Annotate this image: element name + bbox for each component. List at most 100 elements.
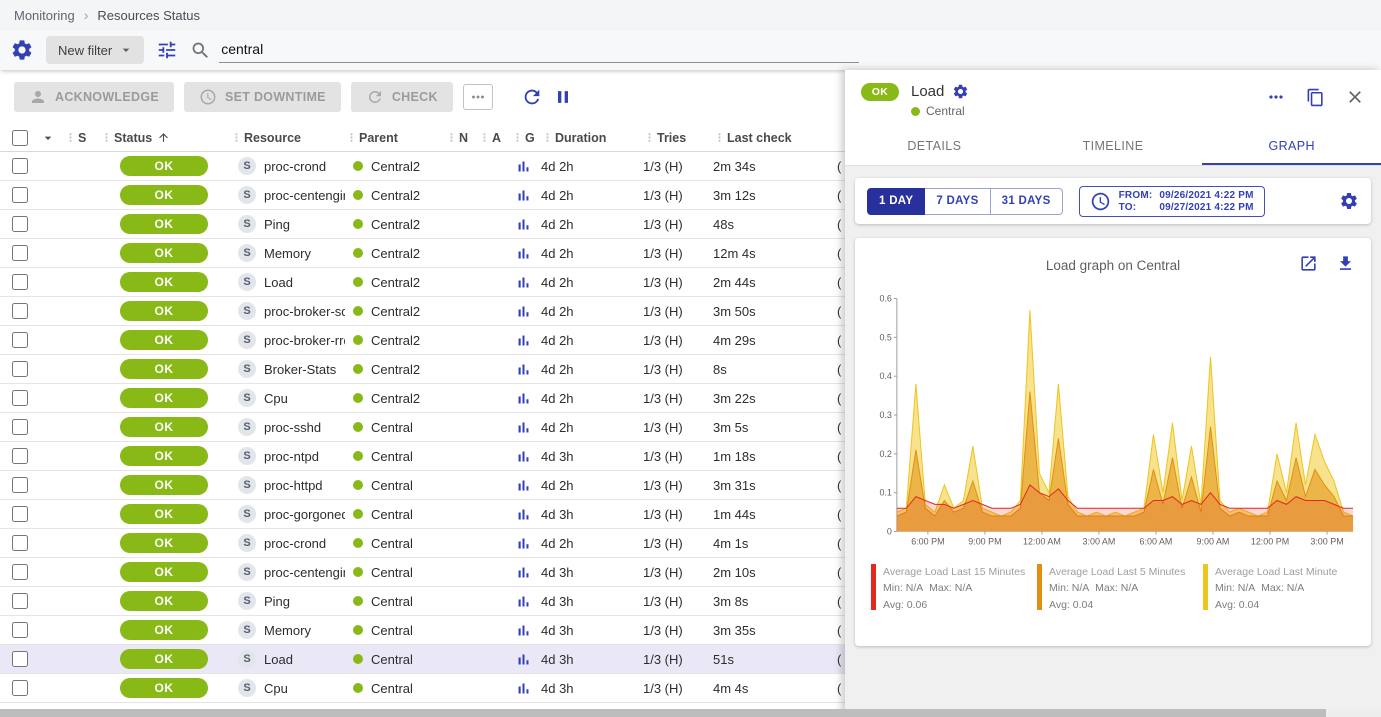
header-tries[interactable]: Tries: [643, 131, 713, 145]
header-last-check[interactable]: Last check: [713, 131, 831, 145]
header-parent[interactable]: Parent: [345, 131, 445, 145]
drag-handle-icon[interactable]: [345, 131, 358, 144]
drag-handle-icon[interactable]: [511, 131, 524, 144]
row-checkbox[interactable]: [12, 216, 28, 232]
parent-name[interactable]: Central: [371, 506, 413, 522]
drag-handle-icon[interactable]: [100, 131, 113, 144]
resource-name[interactable]: Ping: [264, 216, 291, 232]
parent-name[interactable]: Central: [371, 593, 413, 609]
graph-icon[interactable]: [515, 216, 532, 233]
parent-name[interactable]: Central2: [371, 274, 421, 290]
header-graph[interactable]: G: [511, 131, 541, 145]
resource-name[interactable]: Memory: [264, 622, 311, 638]
graph-icon[interactable]: [515, 651, 532, 668]
set-downtime-button[interactable]: SET DOWNTIME: [184, 82, 341, 112]
graph-icon[interactable]: [515, 361, 532, 378]
parent-name[interactable]: Central2: [371, 361, 421, 377]
row-checkbox[interactable]: [12, 419, 28, 435]
search-input[interactable]: [219, 37, 860, 63]
table-row[interactable]: OK S Load Central 4d 3h 1/3 (H) 51s (: [0, 645, 845, 674]
row-checkbox[interactable]: [12, 361, 28, 377]
new-filter-button[interactable]: New filter: [46, 36, 145, 64]
parent-name[interactable]: Central2: [371, 390, 421, 406]
parent-name[interactable]: Central: [371, 535, 413, 551]
graph-icon[interactable]: [515, 187, 532, 204]
header-severity[interactable]: S: [64, 131, 100, 145]
export-graph-button[interactable]: [1336, 254, 1355, 273]
header-duration[interactable]: Duration: [541, 131, 643, 145]
panel-settings-button[interactable]: [952, 83, 969, 100]
row-checkbox[interactable]: [12, 187, 28, 203]
drag-handle-icon[interactable]: [230, 131, 243, 144]
row-checkbox[interactable]: [12, 651, 28, 667]
legend-item[interactable]: Average Load Last Minute Min: N/A Max: N/…: [1203, 564, 1359, 613]
table-row[interactable]: OK S proc-centengine Central2 4d 2h 1/3 …: [0, 181, 845, 210]
graph-icon[interactable]: [515, 535, 532, 552]
parent-name[interactable]: Central2: [371, 187, 421, 203]
table-row[interactable]: OK S Load Central2 4d 2h 1/3 (H) 2m 44s …: [0, 268, 845, 297]
table-row[interactable]: OK S Ping Central 4d 3h 1/3 (H) 3m 8s (: [0, 587, 845, 616]
table-row[interactable]: OK S Cpu Central2 4d 2h 1/3 (H) 3m 22s (: [0, 384, 845, 413]
table-row[interactable]: OK S proc-broker-sql Central2 4d 2h 1/3 …: [0, 297, 845, 326]
resource-name[interactable]: proc-ntpd: [264, 448, 319, 464]
row-checkbox[interactable]: [12, 593, 28, 609]
sort-ascending-icon[interactable]: [157, 131, 170, 144]
table-row[interactable]: OK S proc-centengine Central 4d 3h 1/3 (…: [0, 558, 845, 587]
tab-graph[interactable]: GRAPH: [1202, 126, 1381, 165]
graph-icon[interactable]: [515, 390, 532, 407]
header-status[interactable]: Status: [100, 131, 230, 145]
graph-icon[interactable]: [515, 506, 532, 523]
row-checkbox[interactable]: [12, 564, 28, 580]
row-checkbox[interactable]: [12, 390, 28, 406]
open-graph-button[interactable]: [1299, 254, 1318, 273]
row-checkbox[interactable]: [12, 245, 28, 261]
resource-name[interactable]: Ping: [264, 593, 291, 609]
row-checkbox[interactable]: [12, 680, 28, 696]
resource-name[interactable]: proc-broker-sql: [264, 303, 345, 319]
graph-icon[interactable]: [515, 332, 532, 349]
table-row[interactable]: OK S Broker-Stats Central2 4d 2h 1/3 (H)…: [0, 355, 845, 384]
legend-item[interactable]: Average Load Last 15 Minutes Min: N/A Max…: [871, 564, 1027, 613]
parent-name[interactable]: Central: [371, 564, 413, 580]
refresh-button[interactable]: [521, 86, 543, 108]
parent-name[interactable]: Central: [371, 651, 413, 667]
copy-link-button[interactable]: [1306, 88, 1325, 107]
table-row[interactable]: OK S Memory Central 4d 3h 1/3 (H) 3m 35s…: [0, 616, 845, 645]
select-menu-chevron-icon[interactable]: [40, 130, 56, 146]
table-row[interactable]: OK S proc-gorgoned Central 4d 3h 1/3 (H)…: [0, 500, 845, 529]
row-checkbox[interactable]: [12, 274, 28, 290]
parent-name[interactable]: Central2: [371, 158, 421, 174]
graph-icon[interactable]: [515, 419, 532, 436]
table-row[interactable]: OK S proc-ntpd Central 4d 3h 1/3 (H) 1m …: [0, 442, 845, 471]
drag-handle-icon[interactable]: [541, 131, 554, 144]
tab-details[interactable]: DETAILS: [907, 139, 962, 153]
legend-item[interactable]: Average Load Last 5 Minutes Min: N/A Max:…: [1037, 564, 1193, 613]
horizontal-scrollbar-thumb[interactable]: [0, 709, 1326, 717]
header-acknowledged[interactable]: A: [478, 131, 511, 145]
header-notification[interactable]: N: [445, 131, 478, 145]
drag-handle-icon[interactable]: [643, 131, 656, 144]
custom-time-range[interactable]: FROM: 09/26/2021 4:22 PM TO: 09/27/2021 …: [1078, 185, 1265, 217]
graph-icon[interactable]: [515, 303, 532, 320]
resource-name[interactable]: proc-sshd: [264, 419, 322, 435]
graph-icon[interactable]: [515, 593, 532, 610]
parent-name[interactable]: Central2: [371, 332, 421, 348]
graph-icon[interactable]: [515, 622, 532, 639]
tab-timeline[interactable]: TIMELINE: [1082, 139, 1144, 153]
breadcrumb-resources-status[interactable]: Resources Status: [97, 7, 200, 23]
graph-icon[interactable]: [515, 245, 532, 262]
graph-icon[interactable]: [515, 448, 532, 465]
row-checkbox[interactable]: [12, 303, 28, 319]
resource-name[interactable]: proc-centengine: [264, 187, 345, 203]
resource-name[interactable]: proc-httpd: [264, 477, 323, 493]
table-row[interactable]: OK S proc-sshd Central 4d 2h 1/3 (H) 3m …: [0, 413, 845, 442]
select-all-checkbox[interactable]: [12, 129, 28, 146]
resource-name[interactable]: proc-crond: [264, 158, 327, 174]
drag-handle-icon[interactable]: [478, 131, 491, 144]
row-checkbox[interactable]: [12, 622, 28, 638]
time-button-7-days[interactable]: 7 DAYS: [925, 187, 991, 215]
header-resource[interactable]: Resource: [230, 131, 345, 145]
drag-handle-icon[interactable]: [713, 131, 726, 144]
time-button-1-day[interactable]: 1 DAY: [867, 187, 926, 215]
resource-name[interactable]: proc-gorgoned: [264, 506, 345, 522]
